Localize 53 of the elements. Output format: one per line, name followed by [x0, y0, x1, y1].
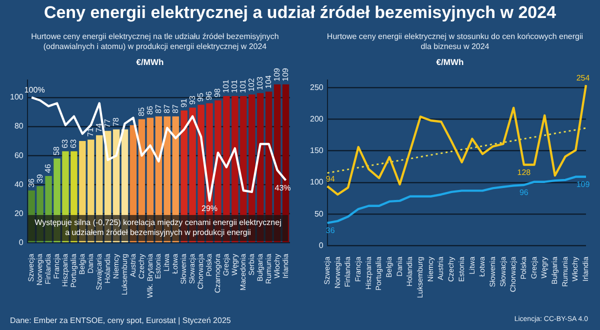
data-label: 63: [60, 138, 70, 148]
data-label: 102: [247, 78, 256, 92]
data-label: 78: [112, 116, 121, 126]
y-tick-label: 50: [314, 209, 324, 218]
data-label: 101: [222, 79, 231, 93]
y-tick-label: 80: [14, 122, 24, 131]
data-label: 104: [264, 74, 274, 89]
chart-subtitle: Hurtowe ceny energii elektrycznej na tle udziału źródeł bezemisyjnych (odnawialnych i atomu) w produkcji energii elektrycznej w 2024: [30, 32, 280, 52]
data-label: 87: [162, 104, 172, 114]
data-label: 100%: [24, 86, 45, 95]
y-tick-label: 250: [310, 82, 324, 92]
y-tick-label: 0: [18, 238, 24, 248]
data-label: 128: [517, 168, 532, 177]
chart-title: Ceny energii elektrycznej a udział źródeł bezemisyjnych w 2024: [42, 3, 558, 23]
data-label: 103: [256, 76, 265, 90]
data-label: 109: [272, 67, 282, 82]
y-axis-title: €/MWh: [135, 57, 165, 67]
data-label: 91: [179, 98, 188, 108]
annotation: Występuje silna (-0,725) korelacja między cenami energii elektrycznej a udziałem źródeł bezemisyjnych w produkcji energii: [28, 215, 288, 241]
data-label: 71: [86, 127, 96, 137]
data-label: 39: [35, 174, 44, 184]
chart-title: Hurtowe ceny energii elektrycznej w stosunku do cen końcowych energii dla biznesu w 2024: [326, 32, 584, 52]
y-tick-label: 100: [310, 178, 324, 187]
y-axis-title: €/MWh: [435, 57, 465, 67]
text: Dane: Ember za ENTSOE, ceny spot, Eurostat | Styczeń 2025: [10, 316, 231, 325]
y-tick-label: 60: [14, 150, 24, 160]
data-label: 101: [230, 79, 240, 93]
data-label: 46: [44, 164, 53, 173]
data-label: 93: [188, 95, 197, 105]
data-label: 87: [170, 104, 180, 114]
data-label: 101: [238, 79, 248, 93]
data-label: 43%: [274, 184, 291, 193]
data-label: 98: [213, 88, 222, 98]
data-label: 94: [326, 174, 336, 184]
y-tick-label: 200: [310, 114, 324, 124]
data-label: 87: [154, 104, 163, 114]
data-label: 254: [576, 73, 590, 82]
data-label: 109: [280, 67, 290, 82]
y-tick-label: 20: [14, 208, 24, 218]
y-tick-label: 150: [310, 146, 324, 156]
y-tick-label: 100: [10, 92, 24, 102]
y-tick-label: 40: [14, 180, 24, 189]
data-label: 36: [26, 178, 36, 188]
y-tick-label: 0: [318, 240, 324, 250]
data-label: 74: [94, 122, 104, 132]
data-label: 58: [52, 146, 62, 156]
data-label: 96: [519, 188, 529, 198]
data-label: 95: [196, 92, 206, 102]
data-label: 77: [103, 118, 112, 128]
data-label: 63: [69, 138, 78, 148]
data-label: 86: [145, 105, 154, 115]
data-label: 85: [136, 106, 146, 116]
data-label: 96: [204, 90, 214, 100]
